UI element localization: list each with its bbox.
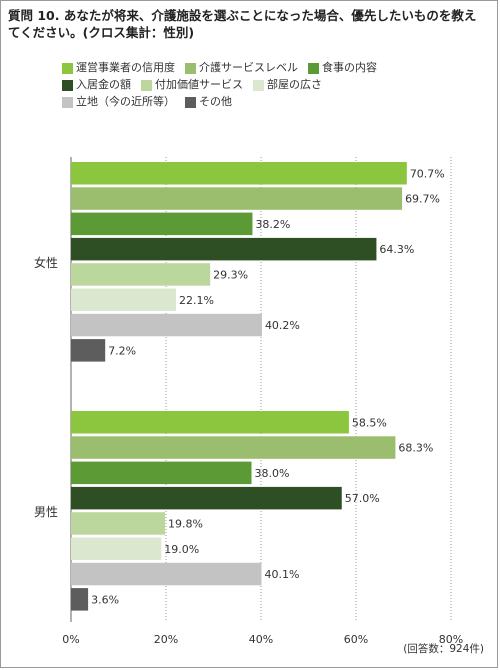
bar: [71, 162, 407, 185]
legend-swatch: [141, 79, 152, 91]
legend-label: 食事の内容: [322, 61, 377, 74]
data-label: 38.0%: [255, 467, 290, 480]
bar: [71, 588, 89, 611]
bar: [71, 288, 176, 311]
legend-swatch: [185, 62, 196, 74]
category-label: 男性: [34, 505, 58, 519]
legend-label: 運営事業者の信用度: [76, 61, 175, 74]
x-tick-label: 60%: [344, 633, 368, 646]
legend-item: 食事の内容: [308, 60, 377, 76]
chart-title: 質問 10. あなたが将来、介護施設を選ぶことになった場合、優先したいものを教え…: [8, 8, 477, 40]
legend-item: 介護サービスレベル: [185, 60, 298, 76]
category-label: 女性: [34, 255, 58, 270]
data-label: 3.6%: [91, 593, 119, 606]
legend-swatch: [62, 96, 73, 108]
data-label: 69.7%: [405, 193, 440, 206]
bar: [71, 263, 211, 286]
bar: [71, 436, 396, 459]
legend-item: 入居金の額: [62, 77, 131, 93]
data-label: 29.3%: [213, 268, 248, 281]
legend-label: 入居金の額: [76, 78, 131, 91]
x-tick-label: 40%: [249, 633, 273, 646]
bar: [71, 339, 106, 362]
data-label: 19.0%: [164, 543, 199, 556]
data-label: 38.2%: [255, 218, 290, 231]
legend-label: 付加価値サービス: [155, 78, 243, 91]
legend-swatch: [62, 79, 73, 91]
legend-label: 立地（今の近所等）: [76, 95, 175, 108]
legend-row: 入居金の額 付加価値サービス 部屋の広さ: [62, 77, 482, 93]
response-count-note: (回答数：924件): [403, 643, 484, 655]
legend-swatch: [62, 62, 73, 74]
data-label: 40.1%: [264, 568, 299, 581]
legend: 運営事業者の信用度 介護サービスレベル 食事の内容 入居金の額 付加価値サービス…: [62, 60, 482, 111]
data-label: 58.5%: [352, 416, 387, 429]
bar: [71, 187, 403, 210]
legend-item: 立地（今の近所等）: [62, 94, 175, 110]
legend-swatch: [185, 96, 196, 108]
bar: [71, 562, 262, 586]
legend-label: 介護サービスレベル: [199, 61, 298, 74]
x-tick-label: 0%: [62, 633, 79, 646]
data-label: 57.0%: [345, 492, 380, 505]
data-label: 19.8%: [168, 517, 203, 530]
bar: [71, 313, 262, 337]
x-tick-label: 80%: [439, 633, 463, 646]
data-label: 64.3%: [379, 243, 414, 256]
data-label: 40.2%: [265, 319, 300, 332]
data-label: 22.1%: [179, 294, 214, 307]
legend-swatch: [253, 79, 264, 91]
data-label: 7.2%: [108, 344, 136, 357]
data-label: 68.3%: [398, 442, 433, 455]
legend-item: 部屋の広さ: [253, 77, 322, 93]
legend-row: 立地（今の近所等） その他: [62, 94, 482, 110]
data-label: 70.7%: [410, 167, 445, 180]
bar: [71, 461, 252, 485]
legend-label: 部屋の広さ: [267, 78, 322, 91]
bar: [71, 486, 342, 510]
legend-swatch: [308, 62, 319, 74]
bar: [71, 512, 166, 535]
x-tick-label: 20%: [154, 633, 178, 646]
bar: [71, 411, 349, 434]
bar: [71, 537, 162, 560]
legend-item: 付加価値サービス: [141, 77, 243, 93]
legend-item: 運営事業者の信用度: [62, 60, 175, 76]
legend-label: その他: [199, 95, 232, 108]
legend-item: その他: [185, 94, 232, 110]
bar: [71, 212, 253, 236]
bar: [71, 237, 377, 261]
legend-row: 運営事業者の信用度 介護サービスレベル 食事の内容: [62, 60, 482, 76]
